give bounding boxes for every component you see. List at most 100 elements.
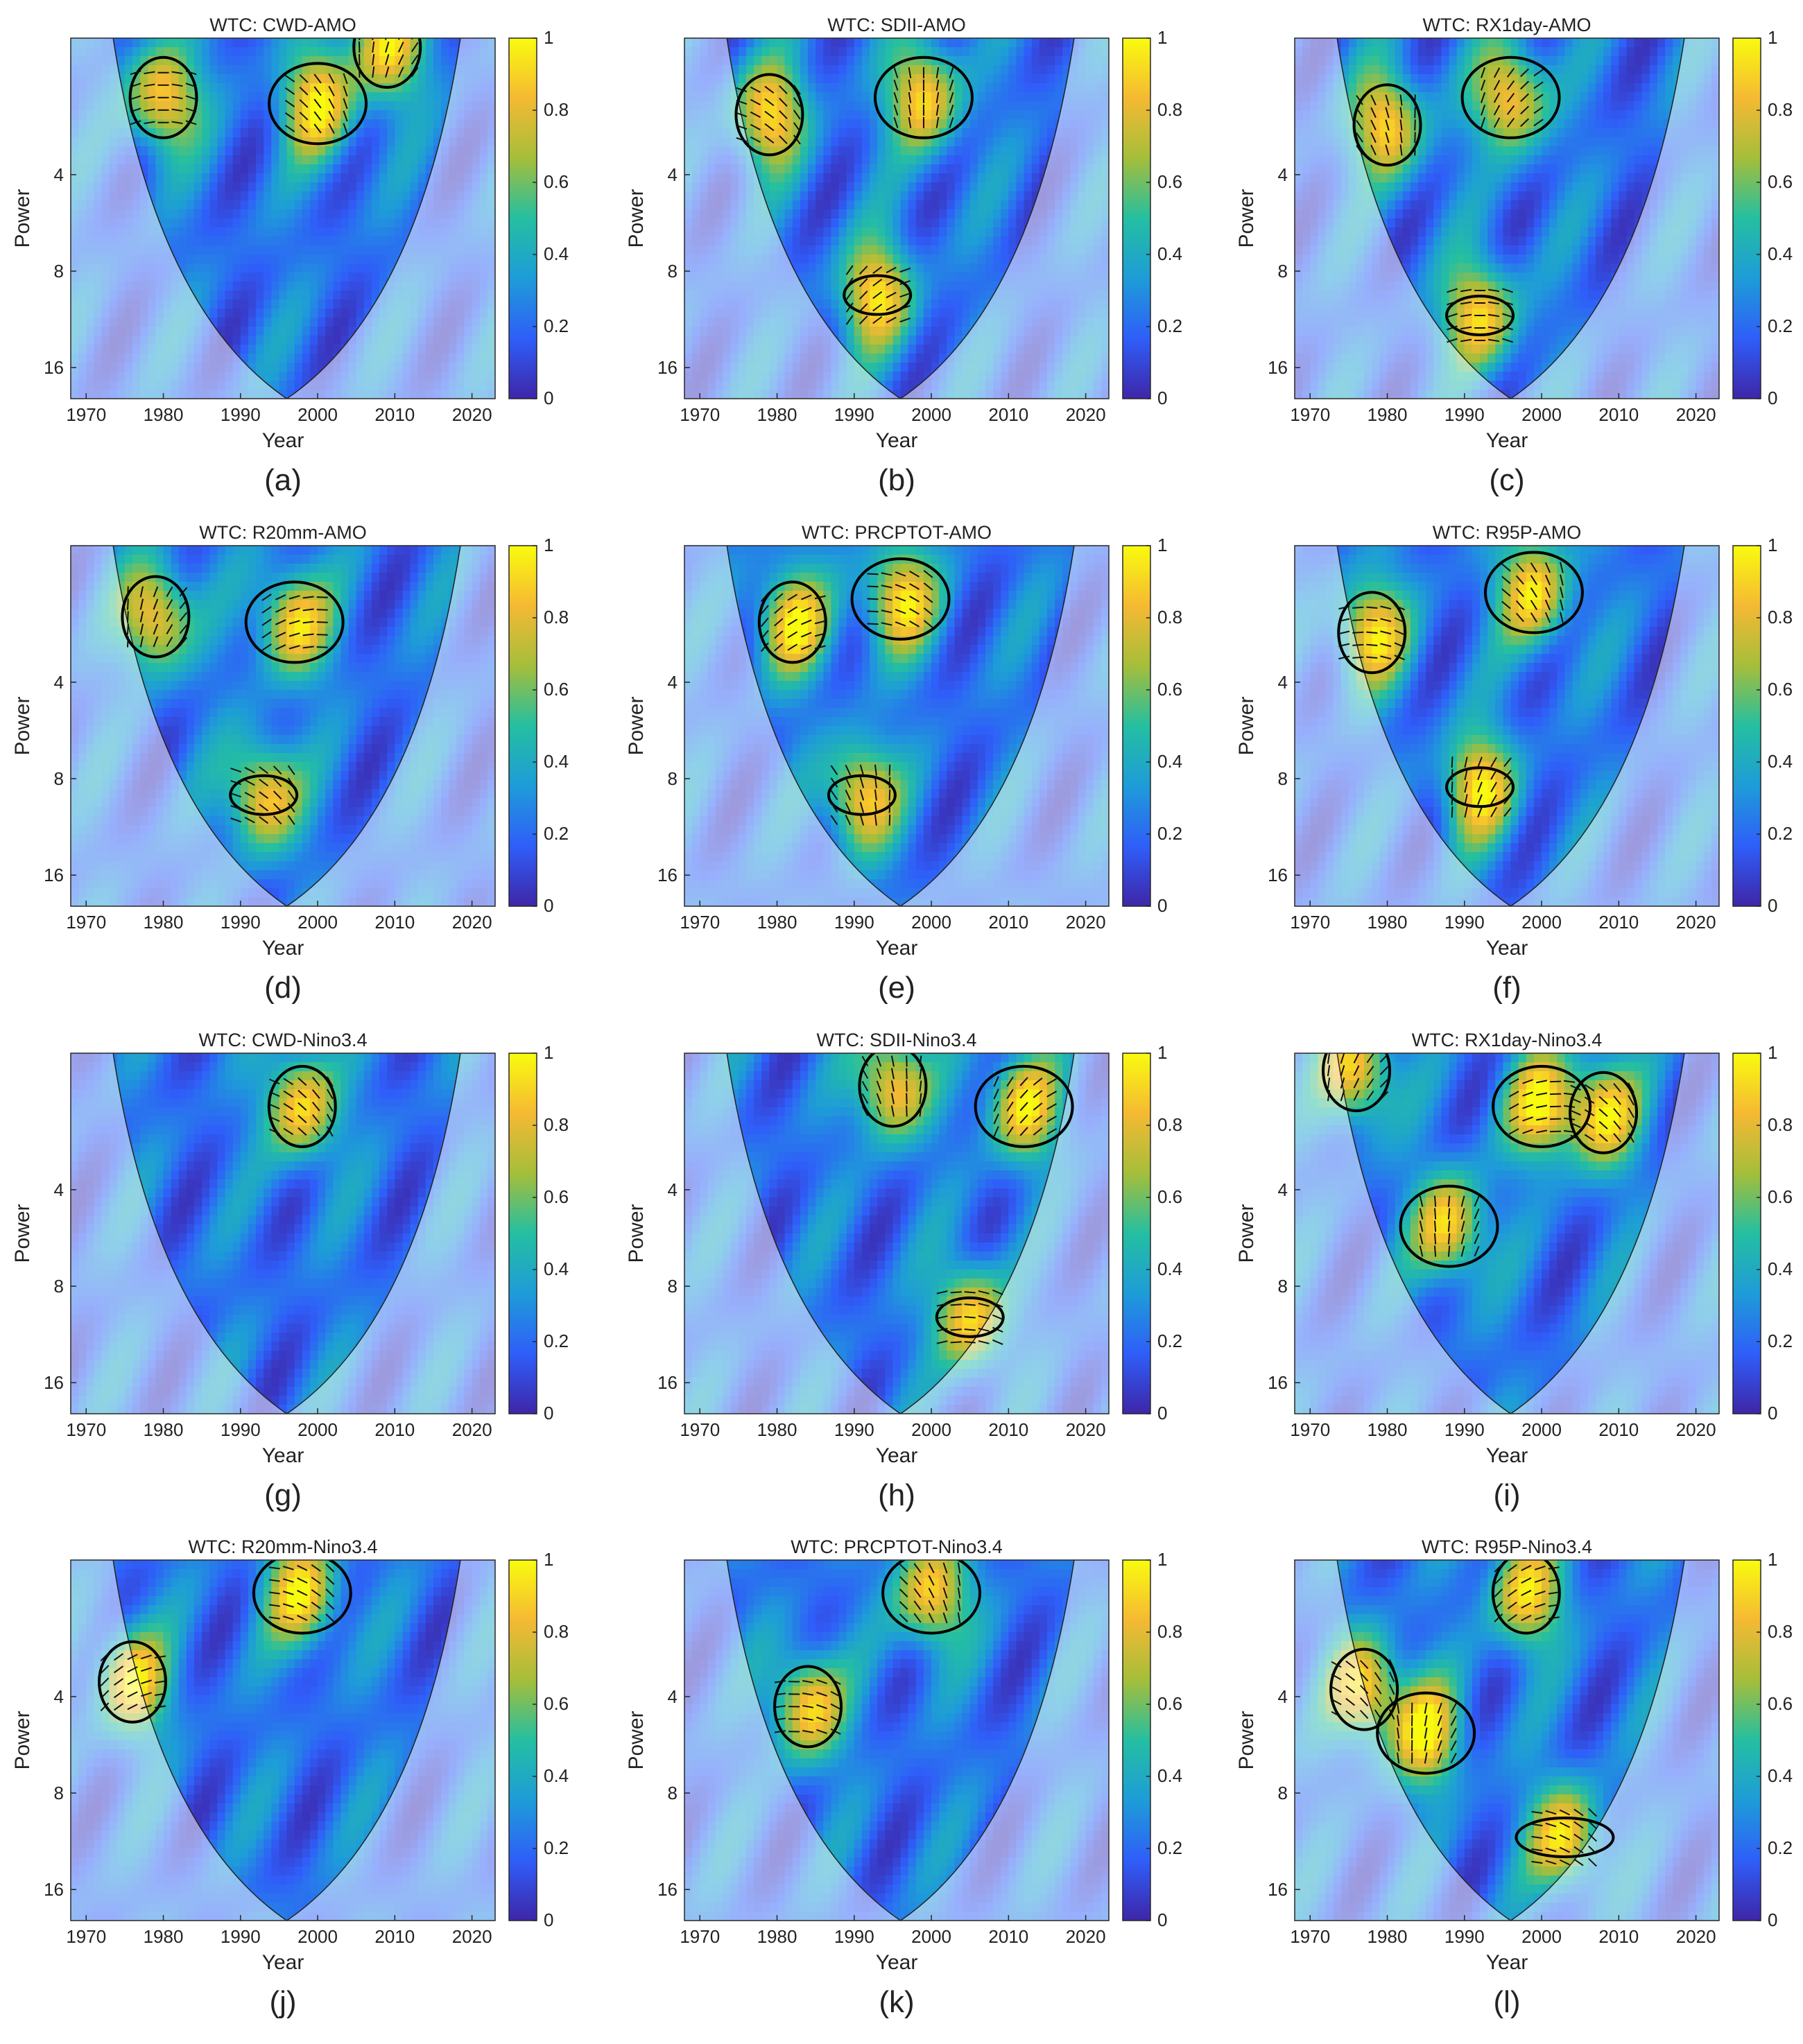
- phase-arrow: [1352, 618, 1364, 621]
- phase-arrow: [1338, 643, 1350, 648]
- phase-arrow: [802, 1705, 814, 1708]
- phase-arrow: [1046, 1091, 1058, 1098]
- phase-arrow: [179, 636, 188, 647]
- colorbar-tick-label: 1: [544, 1549, 553, 1570]
- colorbar-tick-label: 0.4: [544, 1258, 569, 1279]
- phase-arrow: [1474, 1195, 1480, 1207]
- phase-arrow: [890, 1068, 895, 1080]
- phase-arrow: [230, 780, 242, 786]
- phase-arrow: [1370, 94, 1377, 105]
- x-tick-label: 2000: [1521, 404, 1562, 425]
- phase-arrow: [185, 107, 197, 113]
- phase-arrow: [893, 92, 899, 103]
- phase-arrow: [1560, 599, 1564, 611]
- phase-arrow: [1503, 757, 1512, 768]
- y-tick-label: 16: [657, 357, 678, 378]
- phase-arrow: [830, 1715, 841, 1723]
- phase-arrow: [273, 765, 282, 775]
- phase-arrow: [1477, 756, 1483, 768]
- colorbar-tick-label: 0.8: [1768, 607, 1793, 627]
- phase-arrow: [1437, 1740, 1442, 1751]
- phase-arrow: [185, 95, 197, 101]
- phase-arrow: [284, 87, 295, 95]
- phase-arrow: [171, 96, 183, 100]
- phase-arrow: [311, 1589, 321, 1597]
- x-tick-label: 2020: [452, 1926, 492, 1947]
- x-tick-label: 1990: [834, 404, 874, 425]
- phase-arrow: [273, 778, 282, 788]
- phase-arrow: [793, 85, 801, 95]
- axes-frame: [1294, 545, 1720, 907]
- phase-arrow: [774, 630, 784, 639]
- phase-arrow: [919, 1093, 922, 1105]
- phase-arrow: [992, 1289, 1003, 1295]
- phase-arrow: [861, 1055, 869, 1066]
- x-tick-label: 2020: [1676, 1926, 1716, 1947]
- x-tick-label: 2000: [911, 1419, 951, 1440]
- phase-arrow: [1515, 587, 1524, 598]
- x-tick-label: 2020: [1676, 912, 1716, 933]
- phase-arrow: [1464, 756, 1468, 768]
- phase-arrow: [859, 802, 865, 813]
- phase-arrow: [1397, 1715, 1400, 1726]
- colorbar: [1732, 1053, 1761, 1414]
- colorbar-tick-label: 0.2: [544, 823, 569, 844]
- coi-shading: [71, 1560, 495, 1921]
- phase-arrow: [1534, 1566, 1546, 1570]
- phase-arrow: [1379, 1078, 1389, 1088]
- phase-arrow: [992, 1326, 1003, 1333]
- y-tick-label: 16: [44, 1372, 64, 1393]
- colorbar-tick-label: 0.8: [1157, 1621, 1182, 1642]
- phase-arrow: [144, 121, 155, 125]
- panel-title: WTC: R20mm-AMO: [199, 522, 366, 543]
- phase-arrow: [895, 621, 906, 627]
- phase-arrow: [325, 1576, 335, 1585]
- significance-contour: [128, 55, 198, 139]
- phase-arrow: [1588, 1845, 1597, 1855]
- phase-arrow: [1477, 781, 1483, 793]
- phase-arrow: [935, 92, 940, 103]
- phase-arrow: [1628, 1120, 1634, 1131]
- phase-arrow: [1536, 1105, 1548, 1109]
- significance-contour: [1376, 1691, 1476, 1775]
- phase-arrow: [928, 1562, 935, 1574]
- phase-arrow: [1464, 781, 1468, 793]
- phase-arrow: [957, 1575, 961, 1586]
- phase-arrow: [859, 303, 868, 313]
- phase-arrow: [816, 1679, 827, 1684]
- phase-arrow: [100, 1652, 110, 1662]
- phase-arrow: [801, 607, 812, 613]
- phase-arrow: [141, 1654, 152, 1660]
- phase-arrow: [779, 110, 788, 119]
- phase-arrow: [1481, 92, 1486, 103]
- y-tick-label: 8: [54, 768, 64, 789]
- phase-arrow: [859, 764, 865, 776]
- x-tick-label: 1990: [1444, 404, 1485, 425]
- phase-arrow: [949, 67, 954, 78]
- phase-arrow: [1544, 599, 1551, 611]
- phase-arrow: [1033, 1115, 1043, 1123]
- phase-arrow: [1340, 1053, 1345, 1064]
- significance-contour: [1322, 1053, 1392, 1113]
- phase-arrow: [1545, 1835, 1557, 1840]
- phase-arrow: [861, 1080, 869, 1091]
- phase-arrow: [1522, 1091, 1533, 1097]
- coi-line: [112, 546, 461, 906]
- phase-arrow: [185, 70, 197, 76]
- phase-arrow: [845, 277, 854, 288]
- phase-arrow: [1533, 119, 1544, 127]
- phase-arrow: [311, 1564, 321, 1572]
- phase-arrow: [100, 1677, 110, 1687]
- phase-arrow: [244, 817, 255, 824]
- phase-arrow: [268, 1616, 280, 1620]
- phase-arrow: [949, 104, 954, 116]
- phase-arrow: [299, 124, 309, 133]
- phase-arrow: [139, 636, 144, 648]
- x-tick-label: 2000: [1521, 1926, 1562, 1947]
- x-tick-label: 1970: [680, 1926, 720, 1947]
- phase-arrow: [861, 1105, 869, 1116]
- phase-arrow: [100, 1690, 110, 1699]
- colorbar-tick-label: 1: [1768, 1549, 1777, 1570]
- phase-arrow: [259, 791, 269, 799]
- phase-arrow: [1359, 1660, 1369, 1670]
